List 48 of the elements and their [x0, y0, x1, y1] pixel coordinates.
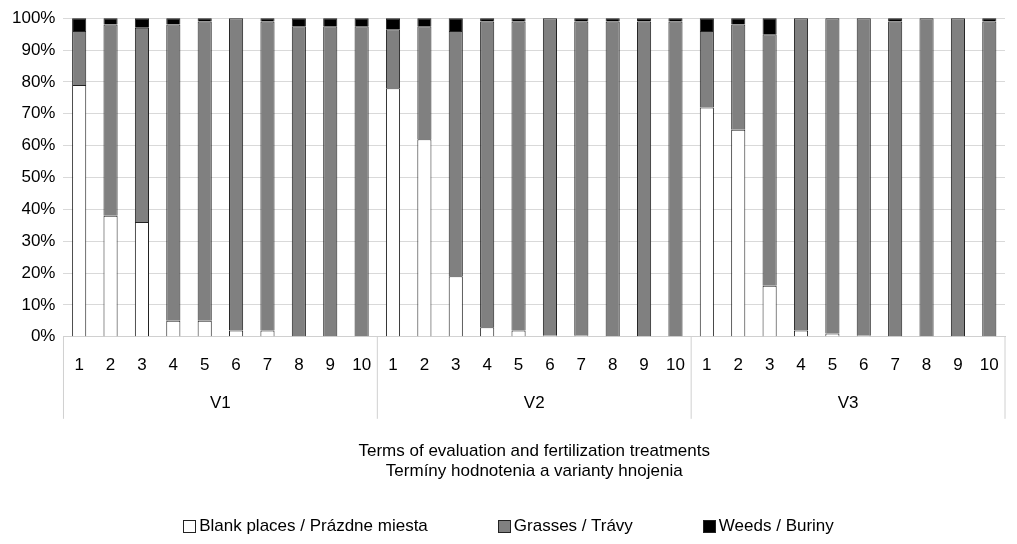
- x-tick-label: 2: [105, 354, 116, 374]
- x-tick-label: 10: [352, 354, 372, 374]
- x-tick-label: 4: [482, 354, 492, 374]
- x-tick-label: 4: [796, 354, 806, 374]
- x-tick-label: 2: [419, 354, 430, 374]
- x-tick-label: 9: [325, 354, 335, 374]
- x-tick-label: 10: [979, 354, 999, 374]
- x-tick-label: 6: [231, 354, 241, 374]
- x-tick-label: 7: [890, 354, 900, 374]
- x-tick-label: 5: [827, 354, 838, 374]
- x-tick-label: 1: [388, 354, 398, 374]
- y-tick-label: 20%: [21, 262, 56, 282]
- legend-label: Blank places / Prázdne miesta: [199, 516, 428, 536]
- y-tick-label: 30%: [21, 230, 56, 250]
- y-tick-label: 0%: [30, 326, 56, 346]
- text: V3: [837, 393, 859, 413]
- x-tick-label: 6: [545, 354, 555, 374]
- y-tick-label: 50%: [21, 167, 56, 187]
- y-tick-label: 60%: [21, 135, 56, 155]
- x-tick-label: 9: [953, 354, 963, 374]
- x-tick-label: 5: [513, 354, 524, 374]
- x-axis-title: Terms of evaluation and fertilization treatments Termíny hodnotenia a varianty hnojenia: [358, 441, 710, 481]
- x-tick-label: 6: [859, 354, 869, 374]
- x-tick-label: 3: [137, 354, 147, 374]
- y-tick-label: 100%: [12, 7, 56, 27]
- x-tick-label: 5: [199, 354, 210, 374]
- x-tick-label: 10: [666, 354, 685, 374]
- x-tick-label: 4: [168, 354, 179, 374]
- legend-label: Grasses / Trávy: [513, 516, 633, 536]
- text: V1: [210, 393, 231, 413]
- legend-label: Weeds / Buriny: [718, 516, 834, 536]
- x-tick-label: 7: [262, 354, 273, 374]
- x-tick-label: 3: [764, 354, 775, 374]
- x-tick-label: 8: [607, 354, 618, 374]
- x-tick-label: 7: [576, 354, 587, 374]
- x-tick-label: 2: [733, 354, 743, 374]
- x-tick-label: 9: [639, 354, 649, 374]
- y-tick-label: 40%: [21, 199, 56, 219]
- y-tick-label: 80%: [21, 71, 56, 91]
- y-tick-label: 90%: [21, 39, 56, 59]
- x-tick-label: 1: [74, 354, 84, 374]
- x-tick-label: 1: [702, 354, 712, 374]
- x-tick-label: 8: [294, 354, 304, 374]
- y-tick-label: 70%: [21, 103, 56, 123]
- text: V2: [523, 393, 545, 413]
- x-tick-label: 3: [451, 354, 461, 374]
- x-tick-label: 8: [921, 354, 932, 374]
- y-tick-label: 10%: [21, 294, 56, 314]
